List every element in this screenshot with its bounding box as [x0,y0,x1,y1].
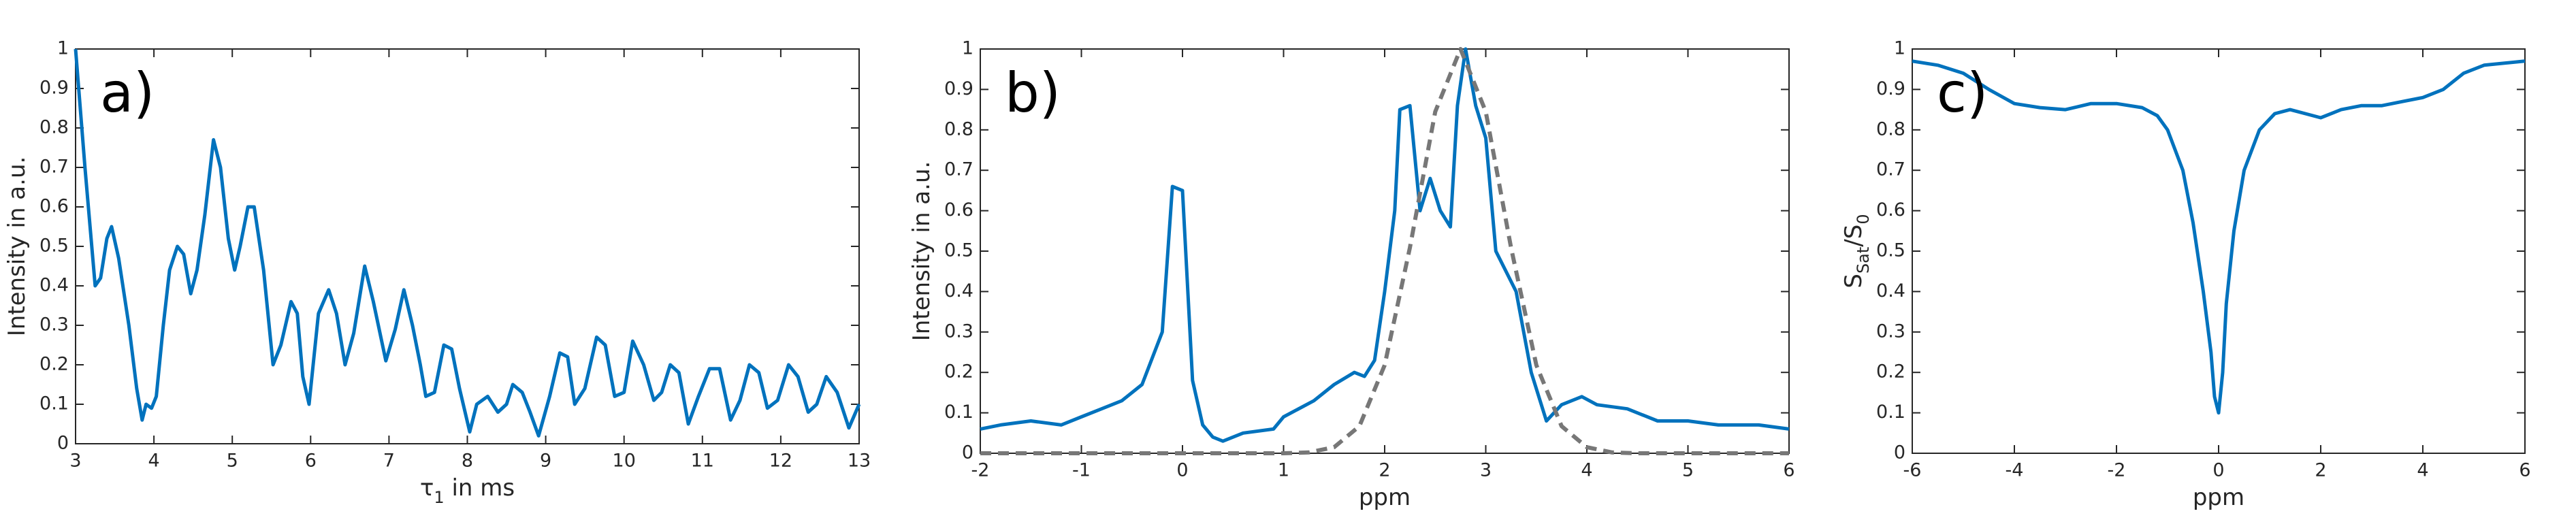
panel: 3 4 5 6 7 8 9 10 11 12 1300.10.20.30.40.50.60.70.8… [3,38,871,508]
x-axis-label-part: τ [420,474,434,502]
y-axis-label: Intensity in a.u. [3,157,31,337]
x-axis-label-part: 1 [434,488,444,507]
x-tick-label: 2 [2315,460,2326,481]
x-tick-label: -1 [1072,460,1091,481]
y-tick-label: 0.9 [1876,78,1905,99]
panel: -2 -1 0 1 2 3 4 5 6 0 0.1 0.2 0.3 0.4 0.5 0.6 0.7 0.8 0.9 1… [908,38,1795,511]
y-axis-label-part: /S [1840,225,1867,247]
x-tick-label: 6 [305,451,317,472]
x-axis-label: ppm [2193,484,2244,511]
y-tick-label: 0.8 [39,117,69,138]
x-tick-label: -4 [2006,460,2024,481]
x-tick-label: 9 [540,451,551,472]
x-tick-label: 2 [1379,460,1390,481]
x-axis-label: τ1 in ms [420,474,515,508]
y-tick-label: 0.9 [944,78,973,99]
panel-annotation: c) [1937,61,1988,125]
plot-frame [1912,48,2526,454]
y-axis-label: Intensity in a.u. [908,161,935,342]
x-axis-label: ppm [1359,484,1411,511]
x-tick-label: 7 [383,451,395,472]
y-tick-label: 1 [57,38,69,59]
panel-annotation: a) [100,61,155,125]
x-tick-label: 10 [613,451,636,472]
panel: -6 -4 -2 0 2 4 6 0 0.1 0.2 0.3 0.4 0.5 0.6 0.7 0.8 0.9 1 c… [1840,38,2531,511]
plot-frame [75,48,860,444]
y-tick-label: 0.8 [1876,118,1905,140]
y-tick-label: 0.4 [1876,280,1905,301]
x-tick-label: 4 [1581,460,1592,481]
y-tick-label: 0.6 [1876,199,1905,221]
y-tick-label: 0.2 [944,361,973,382]
x-axis-label-part: ppm [1359,484,1411,511]
data-line [980,47,1790,443]
y-tick-label: 0.1 [944,402,973,423]
y-tick-label: 0.7 [1876,159,1905,180]
y-tick-label: 0.1 [1876,402,1905,423]
y-tick-label: 0.3 [1876,321,1905,342]
y-tick-label: 1 [962,38,973,59]
data-line [980,47,1789,455]
y-axis-label-part: 0 [1854,214,1873,224]
x-tick-label: 3 [69,451,81,472]
data-line [74,48,861,438]
data-line [1912,59,2526,415]
x-tick-label: 0 [1176,460,1188,481]
y-tick-label: 0.7 [944,159,973,180]
y-tick-label: 0.9 [39,78,69,99]
y-tick-label: 0 [1894,442,1905,463]
x-tick-label: 6 [1783,460,1794,481]
x-tick-label: 0 [2212,460,2224,481]
x-tick-label: -6 [1903,460,1922,481]
x-axis-label-part: ppm [2193,484,2244,511]
y-axis-label: SSat/S0 [1840,214,1873,288]
y-tick-label: 0.3 [944,321,973,342]
y-tick-label: 0.4 [39,275,69,296]
y-tick-label: 1 [1894,38,1905,59]
plot-frame [980,48,1790,454]
y-axis-label-part: S [1840,274,1867,289]
y-axis-label-part: Intensity in a.u. [908,161,935,342]
x-tick-label: 3 [1480,460,1492,481]
y-tick-label: 0.5 [944,240,973,261]
x-tick-label: 4 [2417,460,2428,481]
y-tick-label: 0.2 [1876,361,1905,382]
y-tick-label: 0.2 [39,354,69,375]
x-tick-label: 5 [1682,460,1694,481]
x-tick-label: 13 [848,451,871,472]
y-tick-label: 0.3 [39,314,69,336]
y-tick-label: 0.5 [39,235,69,257]
y-tick-label: 0.5 [1876,240,1905,261]
y-tick-label: 0.1 [39,393,69,414]
x-tick-label: 4 [148,451,160,472]
x-tick-label: -2 [971,460,990,481]
y-tick-label: 0.6 [39,196,69,217]
y-tick-label: 0.7 [39,157,69,178]
x-axis-label-part: in ms [445,474,515,502]
y-tick-label: 0.8 [944,118,973,140]
y-tick-label: 0 [57,433,69,454]
y-tick-label: 0 [962,442,973,463]
x-tick-label: 12 [769,451,792,472]
x-tick-label: -2 [2108,460,2126,481]
x-tick-label: 6 [2519,460,2530,481]
x-tick-label: 1 [1278,460,1289,481]
y-tick-label: 0.6 [944,199,973,221]
panel-annotation: b) [1005,61,1061,125]
x-tick-label: 5 [227,451,238,472]
x-tick-label: 8 [462,451,473,472]
y-tick-label: 0.4 [944,280,973,301]
y-axis-label-part: Sat [1854,247,1873,274]
x-tick-label: 11 [691,451,714,472]
y-axis-label-part: Intensity in a.u. [3,157,31,337]
